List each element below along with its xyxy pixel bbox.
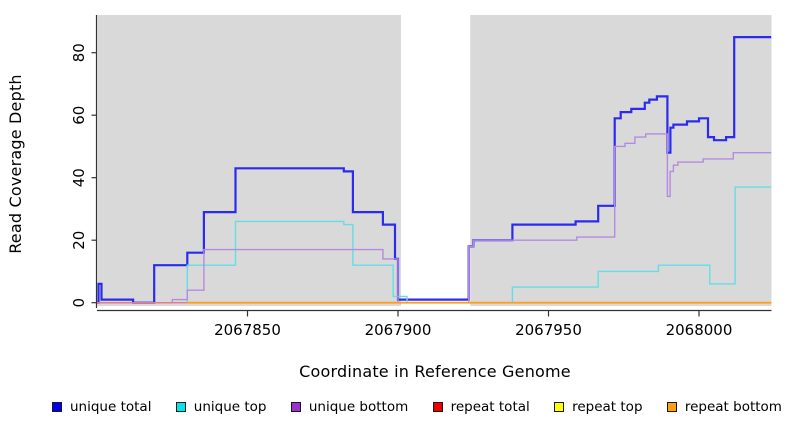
x-axis-title: Coordinate in Reference Genome <box>299 362 571 381</box>
legend-item-unique-bottom: unique bottom <box>290 399 409 415</box>
legend-item-repeat-total: repeat total <box>432 399 530 415</box>
legend-swatch-repeat-bottom <box>666 402 677 412</box>
legend-label-repeat-top: repeat top <box>572 399 643 415</box>
y-tick-label: 20 <box>70 231 88 250</box>
legend-label-unique-total: unique total <box>70 399 152 415</box>
series-line-unique-total <box>97 36 772 304</box>
legend-label-repeat-total: repeat total <box>450 399 530 415</box>
legend-item-unique-total: unique total <box>52 399 151 415</box>
legend-swatch-unique-total <box>52 402 62 412</box>
legend-label-unique-top: unique top <box>193 399 267 415</box>
no-data-band <box>401 15 471 306</box>
x-tick-label: 2068000 <box>666 321 733 339</box>
y-tick-label: 40 <box>70 168 88 187</box>
legend-swatch-repeat-total <box>432 402 443 412</box>
legend-swatch-repeat-top <box>554 402 565 412</box>
y-tick-label: 60 <box>70 106 88 125</box>
y-tick-label: 0 <box>70 298 88 308</box>
series-line-unique-top <box>97 186 772 304</box>
x-tick-label: 2067900 <box>365 321 432 339</box>
legend-swatch-unique-bottom <box>290 402 301 412</box>
series-line-unique-bottom <box>97 133 772 304</box>
y-tick-label: 80 <box>70 43 88 62</box>
legend-label-unique-bottom: unique bottom <box>308 399 409 415</box>
legend-item-unique-top: unique top <box>175 399 267 415</box>
x-tick-label: 2067950 <box>515 321 582 339</box>
y-axis-title: Read Coverage Depth <box>6 74 25 254</box>
legend-item-repeat-top: repeat top <box>554 399 643 415</box>
legend-item-repeat-bottom: repeat bottom <box>666 399 782 415</box>
legend-label-repeat-bottom: repeat bottom <box>684 399 782 415</box>
legend: unique total unique top unique bottom re… <box>0 399 792 415</box>
x-tick-label: 2067850 <box>214 321 281 339</box>
legend-swatch-unique-top <box>175 402 186 412</box>
